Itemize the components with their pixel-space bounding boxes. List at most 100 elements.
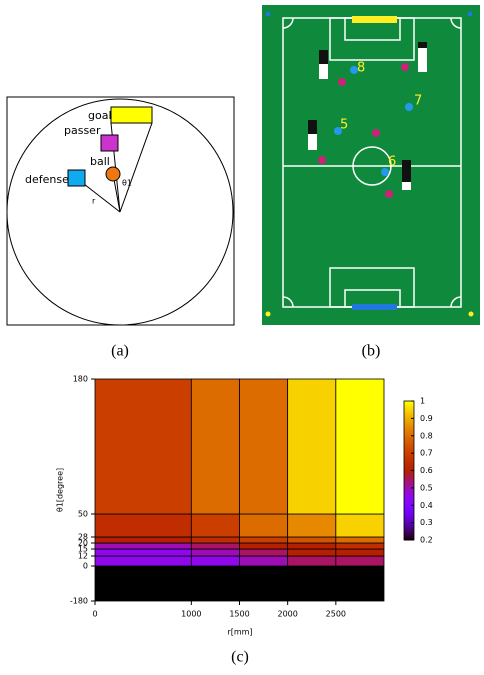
figure: goal passer ball θ1 defense r (a): [0, 0, 484, 675]
robot: [385, 190, 393, 198]
robot: [418, 48, 427, 72]
heat-cell: [288, 566, 336, 601]
y-tick-label: 180: [73, 375, 88, 384]
heat-cell: [191, 514, 239, 537]
colorbar-tick-label: 0.8: [420, 431, 433, 440]
heat-cell: [191, 549, 239, 556]
passer-label: passer: [64, 124, 101, 137]
robot: [402, 182, 411, 190]
heat-cell: [240, 566, 288, 601]
heat-cell: [336, 549, 384, 556]
y-tick-label: 28: [78, 533, 88, 542]
x-tick-label: 2500: [326, 610, 346, 619]
heat-cell: [191, 556, 239, 566]
heat-cell: [288, 537, 336, 543]
robot: [319, 64, 328, 79]
marker: [468, 12, 473, 17]
heat-cell: [288, 379, 336, 514]
heat-cell: [95, 549, 191, 556]
heat-cell: [240, 543, 288, 549]
marker: [469, 312, 474, 317]
colorbar-tick-label: 0.9: [420, 414, 433, 423]
robot: [402, 160, 411, 182]
defense-label: defense: [25, 173, 69, 186]
ball: [106, 167, 120, 181]
heat-cell: [336, 566, 384, 601]
robot-number: 8: [357, 61, 365, 76]
heat-cell: [336, 379, 384, 514]
caption: (c): [231, 649, 249, 666]
heat-cell: [240, 549, 288, 556]
robot: [401, 63, 409, 71]
page: {"panel_a": {"caption": "(a)", "goal": "…: [0, 0, 484, 675]
marker: [266, 12, 271, 17]
heat-cell: [288, 543, 336, 549]
heat-cell: [240, 556, 288, 566]
heat-cell: [288, 549, 336, 556]
colorbar-tick-label: 1: [420, 397, 425, 406]
theta-label: θ1: [122, 179, 132, 188]
marker: [266, 312, 271, 317]
robot: [405, 103, 413, 111]
ball-label: ball: [90, 155, 110, 168]
heat-cell: [336, 556, 384, 566]
colorbar-tick-label: 0.2: [420, 536, 433, 545]
colorbar-tick-label: 0.5: [420, 483, 433, 492]
heat-cell: [336, 543, 384, 549]
heat-cell: [240, 537, 288, 543]
robot: [338, 78, 346, 86]
caption: (b): [362, 343, 381, 360]
colorbar-tick-label: 0.3: [420, 518, 433, 527]
x-axis-label: r[mm]: [227, 628, 252, 637]
x-tick-label: 0: [92, 610, 97, 619]
heat-cell: [95, 379, 191, 514]
heat-cell: [95, 537, 191, 543]
goal-label: goal: [88, 109, 112, 122]
heat-cell: [240, 379, 288, 514]
field: [262, 5, 480, 325]
heat-cell: [95, 566, 191, 601]
goal-line: [120, 123, 152, 212]
caption: (a): [111, 343, 129, 360]
panel-a: goal passer ball θ1 defense r (a): [7, 97, 234, 360]
robot: [418, 42, 427, 48]
r-line: [84, 184, 120, 212]
goal: [111, 107, 152, 123]
robot-number: 7: [414, 94, 422, 109]
x-tick-label: 1000: [181, 610, 201, 619]
yellow-goal: [352, 16, 397, 23]
blue-goal: [352, 304, 397, 310]
y-tick-label: 50: [78, 510, 88, 519]
defense: [68, 170, 85, 186]
panel-c: r[mm] θ1[degree] (c) 01000150020002500-1…: [56, 375, 433, 666]
robot: [308, 134, 317, 150]
colorbar-tick-label: 0.4: [420, 501, 433, 510]
robot: [318, 156, 326, 164]
heat-cell: [288, 556, 336, 566]
heat-cell: [95, 543, 191, 549]
panel-b: 8 7 5 6 (b): [262, 5, 480, 360]
r-label: r: [92, 197, 96, 206]
heat-cell: [288, 514, 336, 537]
robot: [372, 129, 380, 137]
colorbar-tick-label: 0.7: [420, 449, 433, 458]
heat-cell: [191, 379, 239, 514]
heat-cell: [336, 537, 384, 543]
heat-cell: [191, 537, 239, 543]
heat-cell: [95, 514, 191, 537]
robot-number: 6: [388, 155, 396, 170]
heat-cell: [191, 543, 239, 549]
y-tick-label: -180: [70, 597, 88, 606]
y-axis-label: θ1[degree]: [56, 468, 65, 512]
heat-cell: [336, 514, 384, 537]
heat-cell: [95, 556, 191, 566]
robot: [319, 50, 328, 64]
x-tick-label: 2000: [277, 610, 297, 619]
passer: [101, 135, 118, 151]
y-tick-label: 0: [83, 562, 88, 571]
heat-cell: [240, 514, 288, 537]
heat-cell: [191, 566, 239, 601]
x-tick-label: 1500: [229, 610, 249, 619]
colorbar-tick-label: 0.6: [420, 466, 433, 475]
robot-number: 5: [340, 118, 348, 133]
